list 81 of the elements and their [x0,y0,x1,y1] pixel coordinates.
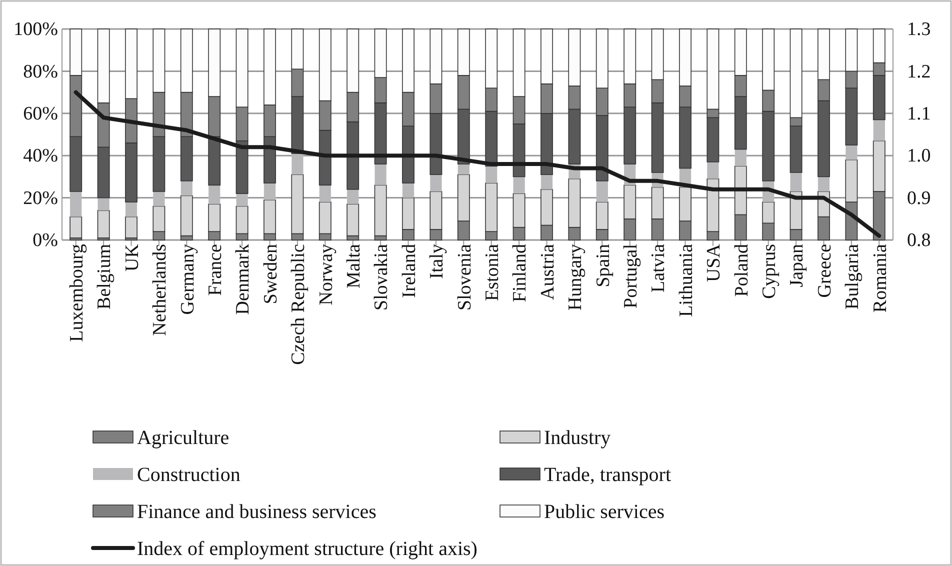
legend-label: Construction [137,464,240,486]
bar [458,164,470,175]
x-tick-label: UK [122,244,143,272]
legend-label: Finance and business services [137,501,377,523]
y2-tick-label: 1.2 [907,61,931,82]
bar [125,202,138,217]
bar [346,204,360,236]
bar [734,149,746,166]
x-tick-label: Ireland [398,244,420,298]
legend-label: Industry [544,427,611,449]
bar [707,162,719,179]
x-tick-label: Bulgaria [842,243,864,310]
bar [402,183,414,198]
x-tick-label: Cyprus [759,244,780,299]
x-tick-label: Slovakia [371,243,392,310]
x-tick-label: Finland [510,244,531,302]
bar [486,166,498,184]
y-tick-label: 20% [23,188,58,209]
y2-tick-label: 0.8 [907,230,931,252]
y-tick-label: 80% [23,61,58,82]
bar [153,191,165,206]
bar [596,180,608,202]
bar [319,185,331,202]
y2-tick-label: 1.3 [907,19,931,40]
x-tick-label: Sweden [260,244,282,304]
bar [818,176,830,192]
x-tick-label: Hungary [565,244,586,310]
x-tick-label: Austria [537,243,558,300]
bar [70,191,82,217]
x-tick-label: Romania [870,243,891,313]
x-tick-label: Denmark [232,244,254,315]
x-tick-label: Spain [592,244,614,288]
bar [873,120,885,141]
x-tick-label: Malta [344,243,364,288]
y-tick-label: 100% [14,19,58,40]
x-tick-label: Estonia [482,243,503,301]
x-tick-label: Lithuania [676,243,697,317]
x-tick-label: Greece [814,244,836,298]
line-series [74,90,882,238]
x-tick-label: Italy [426,244,448,279]
x-tick-label: Norway [316,244,337,306]
y2-tick-label: 1.0 [907,146,931,167]
bar [790,172,802,192]
x-tick-label: Germany [177,244,198,315]
x-tick-label: USA [704,244,725,282]
bar [347,189,359,204]
x-tick-label: Slovenia [454,243,476,310]
y2-tick-label: 0.9 [907,188,931,209]
x-tick-label: Netherlands [150,244,171,336]
bar [540,174,553,190]
y-tick-label: 0% [32,230,58,252]
bar [430,174,442,192]
x-tick-label: Poland [731,244,752,297]
bar [98,198,110,210]
y-tick-label: 40% [23,146,58,167]
y2-tick-label: 1.1 [907,103,931,124]
legend-label: Trade, transport [544,464,672,486]
bar [264,183,276,200]
bar [208,185,220,204]
bar [125,216,138,238]
legend-label: Agriculture [137,427,230,449]
x-tick-label: Belgium [94,244,116,310]
x-tick-label: France [205,244,226,296]
bar [70,216,82,238]
bar [292,153,304,175]
x-tick-label: Japan [786,244,808,288]
x-tick-label: Portugal [620,244,642,308]
bar [180,195,193,236]
bar [846,145,858,160]
x-tick-label: Czech Republic [288,244,310,365]
x-tick-label: Latvia [648,243,670,293]
bar [513,176,525,194]
legend-label: Public services [544,501,665,523]
x-tick-label: Luxembourg [66,244,88,342]
bar [236,194,248,206]
legend-label: Index of employment structure (right axis) [137,538,478,560]
bar [180,180,192,196]
bar [374,184,387,236]
bar [97,210,110,238]
bar [374,164,386,186]
y-tick-label: 60% [23,103,58,124]
